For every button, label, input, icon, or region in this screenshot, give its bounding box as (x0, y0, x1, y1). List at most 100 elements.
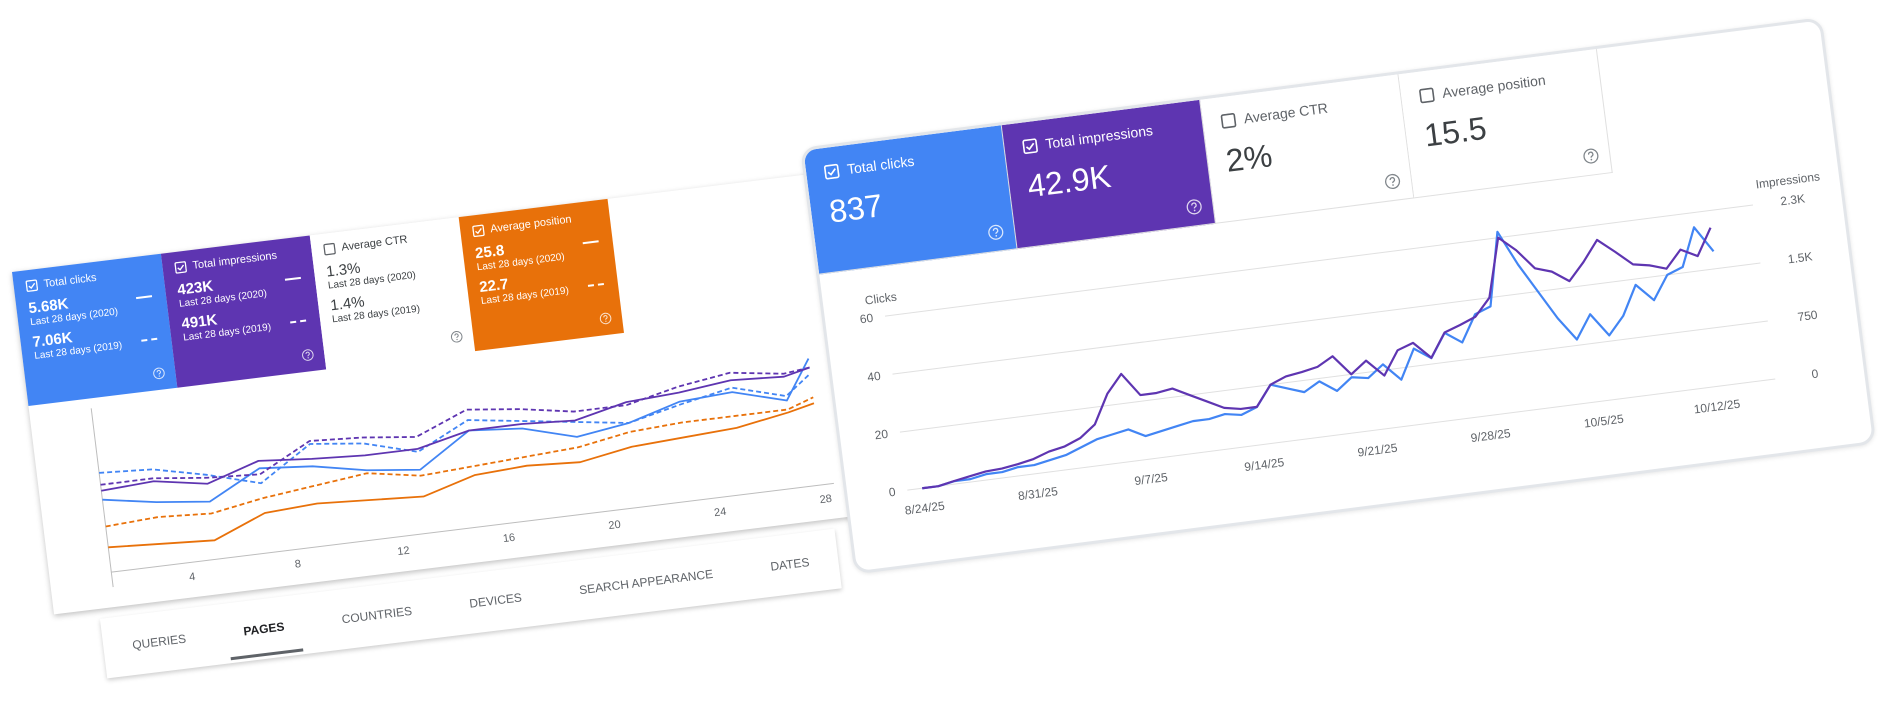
checkbox-tick (177, 264, 185, 271)
metric-value: 15.5 (1422, 109, 1489, 154)
help-icon[interactable] (1581, 147, 1600, 166)
x-tick-label: 8 (294, 558, 302, 571)
help-icon[interactable] (1383, 172, 1402, 191)
metric-card[interactable]: Total impressions 423K Last 28 days (2020)… (160, 235, 327, 388)
tab[interactable]: DATES (769, 555, 811, 574)
y-tick-label: 0 (888, 485, 897, 500)
metric-label: Total impressions (191, 249, 278, 272)
help-glyph (156, 369, 161, 375)
metric-card[interactable]: Average position 15.5 (1398, 48, 1613, 199)
metric-value: 837 (827, 187, 885, 230)
y2-tick-label: 0 (1811, 366, 1820, 381)
tab[interactable]: QUERIES (131, 631, 187, 653)
metric-card[interactable]: Total clicks 5.68K Last 28 days (2020) 7.06… (12, 253, 178, 406)
metric-card[interactable]: Total clicks 837 (803, 125, 1018, 275)
metric-label: Average position (489, 213, 573, 236)
help-icon[interactable] (986, 223, 1005, 242)
checkbox-box (25, 279, 39, 292)
x-tick-label: 20 (608, 519, 622, 532)
grid-line (884, 204, 1754, 317)
checkbox[interactable] (323, 242, 336, 256)
x-tick-label: 9/14/25 (1244, 455, 1286, 474)
help-circle (1186, 199, 1202, 215)
metric-label: Average position (1441, 71, 1547, 101)
metric-label-row: Total clicks (823, 143, 987, 180)
checkbox-box (323, 242, 336, 256)
help-circle (153, 367, 165, 380)
x-tick-label: 8/31/25 (1017, 484, 1059, 503)
help-glyph (1389, 177, 1396, 184)
help-icon[interactable] (301, 348, 315, 362)
performance-chart: 0 20 40 60 0 750 1.5K 2.3K Clicks Impressions 8/24… (859, 169, 1821, 517)
performance-panel-2020: Total clicks 5.68K Last 28 days (2020) 7.06… (12, 172, 877, 689)
checkbox[interactable] (1220, 112, 1237, 129)
series-line (102, 358, 810, 504)
help-circle (988, 224, 1004, 240)
help-circle (599, 312, 612, 325)
series-line (922, 226, 1715, 490)
tab[interactable]: PAGES (234, 599, 293, 659)
y2-axis-title: Impressions (1755, 169, 1821, 191)
help-dot (1392, 184, 1394, 186)
checkbox[interactable] (823, 163, 840, 180)
help-icon[interactable] (449, 330, 463, 344)
help-glyph (454, 333, 459, 339)
series-line (108, 402, 815, 549)
checkbox-box (1022, 137, 1038, 154)
metric-card[interactable]: Average CTR 1.3% Last 28 days (2020) 1.4% La… (309, 217, 476, 370)
help-glyph (1191, 202, 1197, 209)
tab[interactable]: SEARCH APPEARANCE (578, 566, 714, 598)
checkbox[interactable] (1022, 137, 1039, 154)
metric-label-row: Total clicks (25, 265, 152, 292)
checkbox-tick (827, 167, 836, 176)
y2-tick-label: 2.3K (1780, 191, 1806, 208)
series-line (105, 396, 814, 528)
metric-card[interactable]: Average CTR 2% (1200, 74, 1415, 224)
y-tick-label: 60 (859, 311, 874, 327)
y2-tick-label: 1.5K (1787, 249, 1813, 266)
metric-label-row: Average CTR (1220, 93, 1384, 130)
metric-label: Average CTR (340, 233, 409, 254)
checkbox-tick (475, 228, 482, 235)
y-axis-line (90, 408, 114, 588)
checkbox[interactable] (472, 224, 485, 238)
metric-label: Average CTR (1242, 99, 1329, 127)
y2-tick-label: 750 (1797, 308, 1819, 324)
metric-label-row: Total impressions (1022, 118, 1186, 155)
checkbox-box (823, 163, 840, 179)
metric-cards: Total clicks 5.68K Last 28 days (2020) 7.06… (12, 198, 624, 406)
help-icon[interactable] (598, 311, 612, 325)
help-circle (450, 331, 463, 343)
checkbox[interactable] (1418, 87, 1435, 104)
help-icon[interactable] (1185, 197, 1204, 216)
grid-line (899, 320, 1768, 433)
help-icon[interactable] (152, 366, 166, 380)
metric-cards: Total clicks 837 Total impressions 42.9K Ave… (803, 48, 1613, 275)
x-tick-label: 9/21/25 (1357, 441, 1399, 460)
tab[interactable]: DEVICES (468, 590, 523, 611)
metric-label-row: Total impressions (174, 247, 301, 274)
performance-panel-2025: Total clicks 837 Total impressions 42.9K Ave… (800, 17, 1877, 575)
x-tick-label: 12 (397, 545, 411, 558)
x-tick-label: 16 (502, 532, 516, 545)
checkbox-tick (1025, 142, 1035, 150)
metric-label-row: Average position (1418, 67, 1582, 104)
checkbox-box (1419, 87, 1435, 103)
checkbox[interactable] (25, 279, 39, 292)
metric-label-row: Average position (472, 210, 599, 238)
metric-value: 2% (1223, 137, 1275, 179)
y-axis-title: Clicks (864, 290, 898, 308)
help-circle (302, 349, 314, 361)
metric-card[interactable]: Average position 25.8 Last 28 days (2020) 2… (458, 198, 624, 352)
metric-card[interactable]: Total impressions 42.9K (1001, 99, 1216, 250)
checkbox-box (1220, 112, 1237, 129)
grid-line (892, 262, 1761, 375)
checkbox-tick (28, 282, 36, 289)
checkbox[interactable] (174, 261, 187, 274)
y-tick-label: 20 (874, 427, 889, 443)
y-tick-label: 40 (866, 369, 881, 385)
help-glyph (992, 227, 999, 234)
metric-label: Total clicks (42, 271, 98, 291)
help-circle (1583, 148, 1599, 164)
tab[interactable]: COUNTRIES (340, 603, 413, 627)
